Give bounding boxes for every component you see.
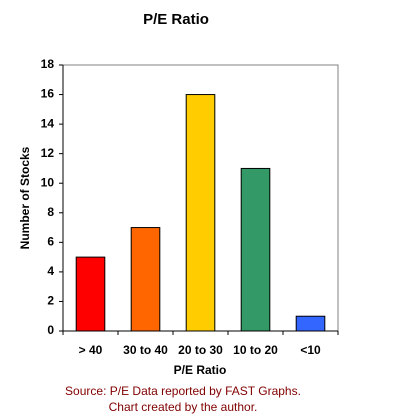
x-tick-label: > 40 <box>79 343 103 357</box>
bar <box>240 167 271 332</box>
y-tick-label: 10 <box>41 175 55 189</box>
x-tick-label: 10 to 20 <box>233 343 278 357</box>
x-tick-label: 20 to 30 <box>178 343 223 357</box>
source-note: Source: P/E Data reported by FAST Graphs… <box>65 384 301 398</box>
bar <box>185 94 216 332</box>
x-tick-label: <10 <box>300 343 321 357</box>
y-tick-label: 8 <box>47 205 54 219</box>
source-note: Chart created by the author. <box>109 400 258 414</box>
y-tick-label: 12 <box>41 146 55 160</box>
y-axis-label: Number of Stocks <box>18 146 32 249</box>
x-axis-label: P/E Ratio <box>174 363 227 377</box>
bar <box>75 256 106 332</box>
y-tick-label: 2 <box>47 294 54 308</box>
y-tick-label: 18 <box>41 57 55 71</box>
y-tick-label: 16 <box>41 87 55 101</box>
x-tick-label: 30 to 40 <box>123 343 168 357</box>
y-tick-label: 4 <box>47 264 54 278</box>
y-tick-label: 14 <box>41 116 55 130</box>
y-tick-label: 0 <box>47 323 54 337</box>
bar <box>130 227 161 332</box>
bar <box>295 315 326 332</box>
chart-title: P/E Ratio <box>143 11 209 28</box>
y-tick-label: 6 <box>47 235 54 249</box>
